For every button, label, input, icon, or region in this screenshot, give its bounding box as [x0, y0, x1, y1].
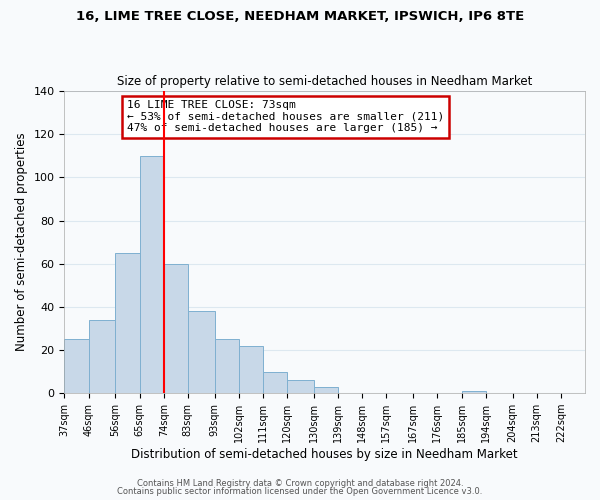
- Bar: [89, 320, 115, 393]
- Bar: [461, 391, 486, 393]
- Title: Size of property relative to semi-detached houses in Needham Market: Size of property relative to semi-detach…: [117, 76, 532, 88]
- Text: Contains HM Land Registry data © Crown copyright and database right 2024.: Contains HM Land Registry data © Crown c…: [137, 478, 463, 488]
- Bar: [239, 346, 263, 393]
- Text: Contains public sector information licensed under the Open Government Licence v3: Contains public sector information licen…: [118, 487, 482, 496]
- Bar: [215, 340, 239, 393]
- Bar: [164, 264, 188, 393]
- Bar: [188, 311, 215, 393]
- Bar: [64, 340, 89, 393]
- Bar: [263, 372, 287, 393]
- Text: 16, LIME TREE CLOSE, NEEDHAM MARKET, IPSWICH, IP6 8TE: 16, LIME TREE CLOSE, NEEDHAM MARKET, IPS…: [76, 10, 524, 23]
- Bar: [115, 253, 140, 393]
- Bar: [287, 380, 314, 393]
- Text: 16 LIME TREE CLOSE: 73sqm
← 53% of semi-detached houses are smaller (211)
47% of: 16 LIME TREE CLOSE: 73sqm ← 53% of semi-…: [127, 100, 444, 134]
- Y-axis label: Number of semi-detached properties: Number of semi-detached properties: [15, 133, 28, 352]
- X-axis label: Distribution of semi-detached houses by size in Needham Market: Distribution of semi-detached houses by …: [131, 448, 518, 461]
- Bar: [140, 156, 164, 393]
- Bar: [314, 386, 338, 393]
